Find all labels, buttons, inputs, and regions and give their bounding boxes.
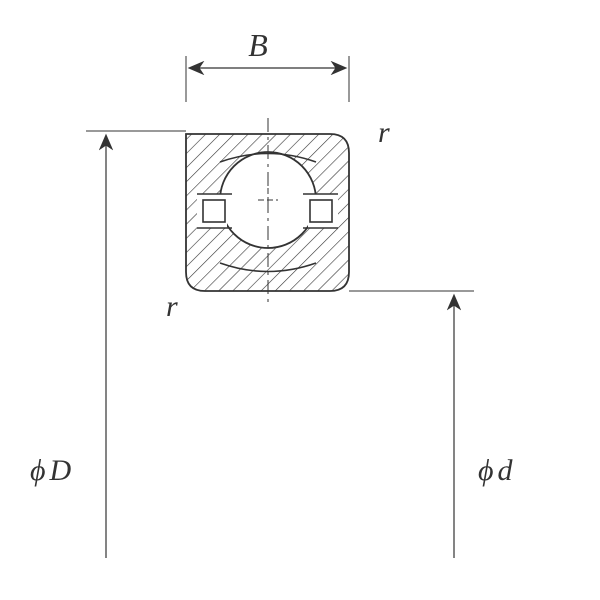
bearing-cross-section-diagram: B r r (0, 0, 600, 600)
label-phi-d-outer: ϕD (30, 454, 72, 487)
label-width-b: B (248, 27, 268, 63)
dimension-width-b: B (186, 27, 349, 102)
dimension-outer-diameter: ϕD (30, 136, 106, 558)
label-corner-radius-bottom: r (166, 290, 178, 323)
dimension-inner-diameter: ϕd (454, 296, 514, 558)
label-phi-d-inner: ϕd (478, 454, 514, 487)
label-corner-radius-top: r (378, 116, 390, 149)
